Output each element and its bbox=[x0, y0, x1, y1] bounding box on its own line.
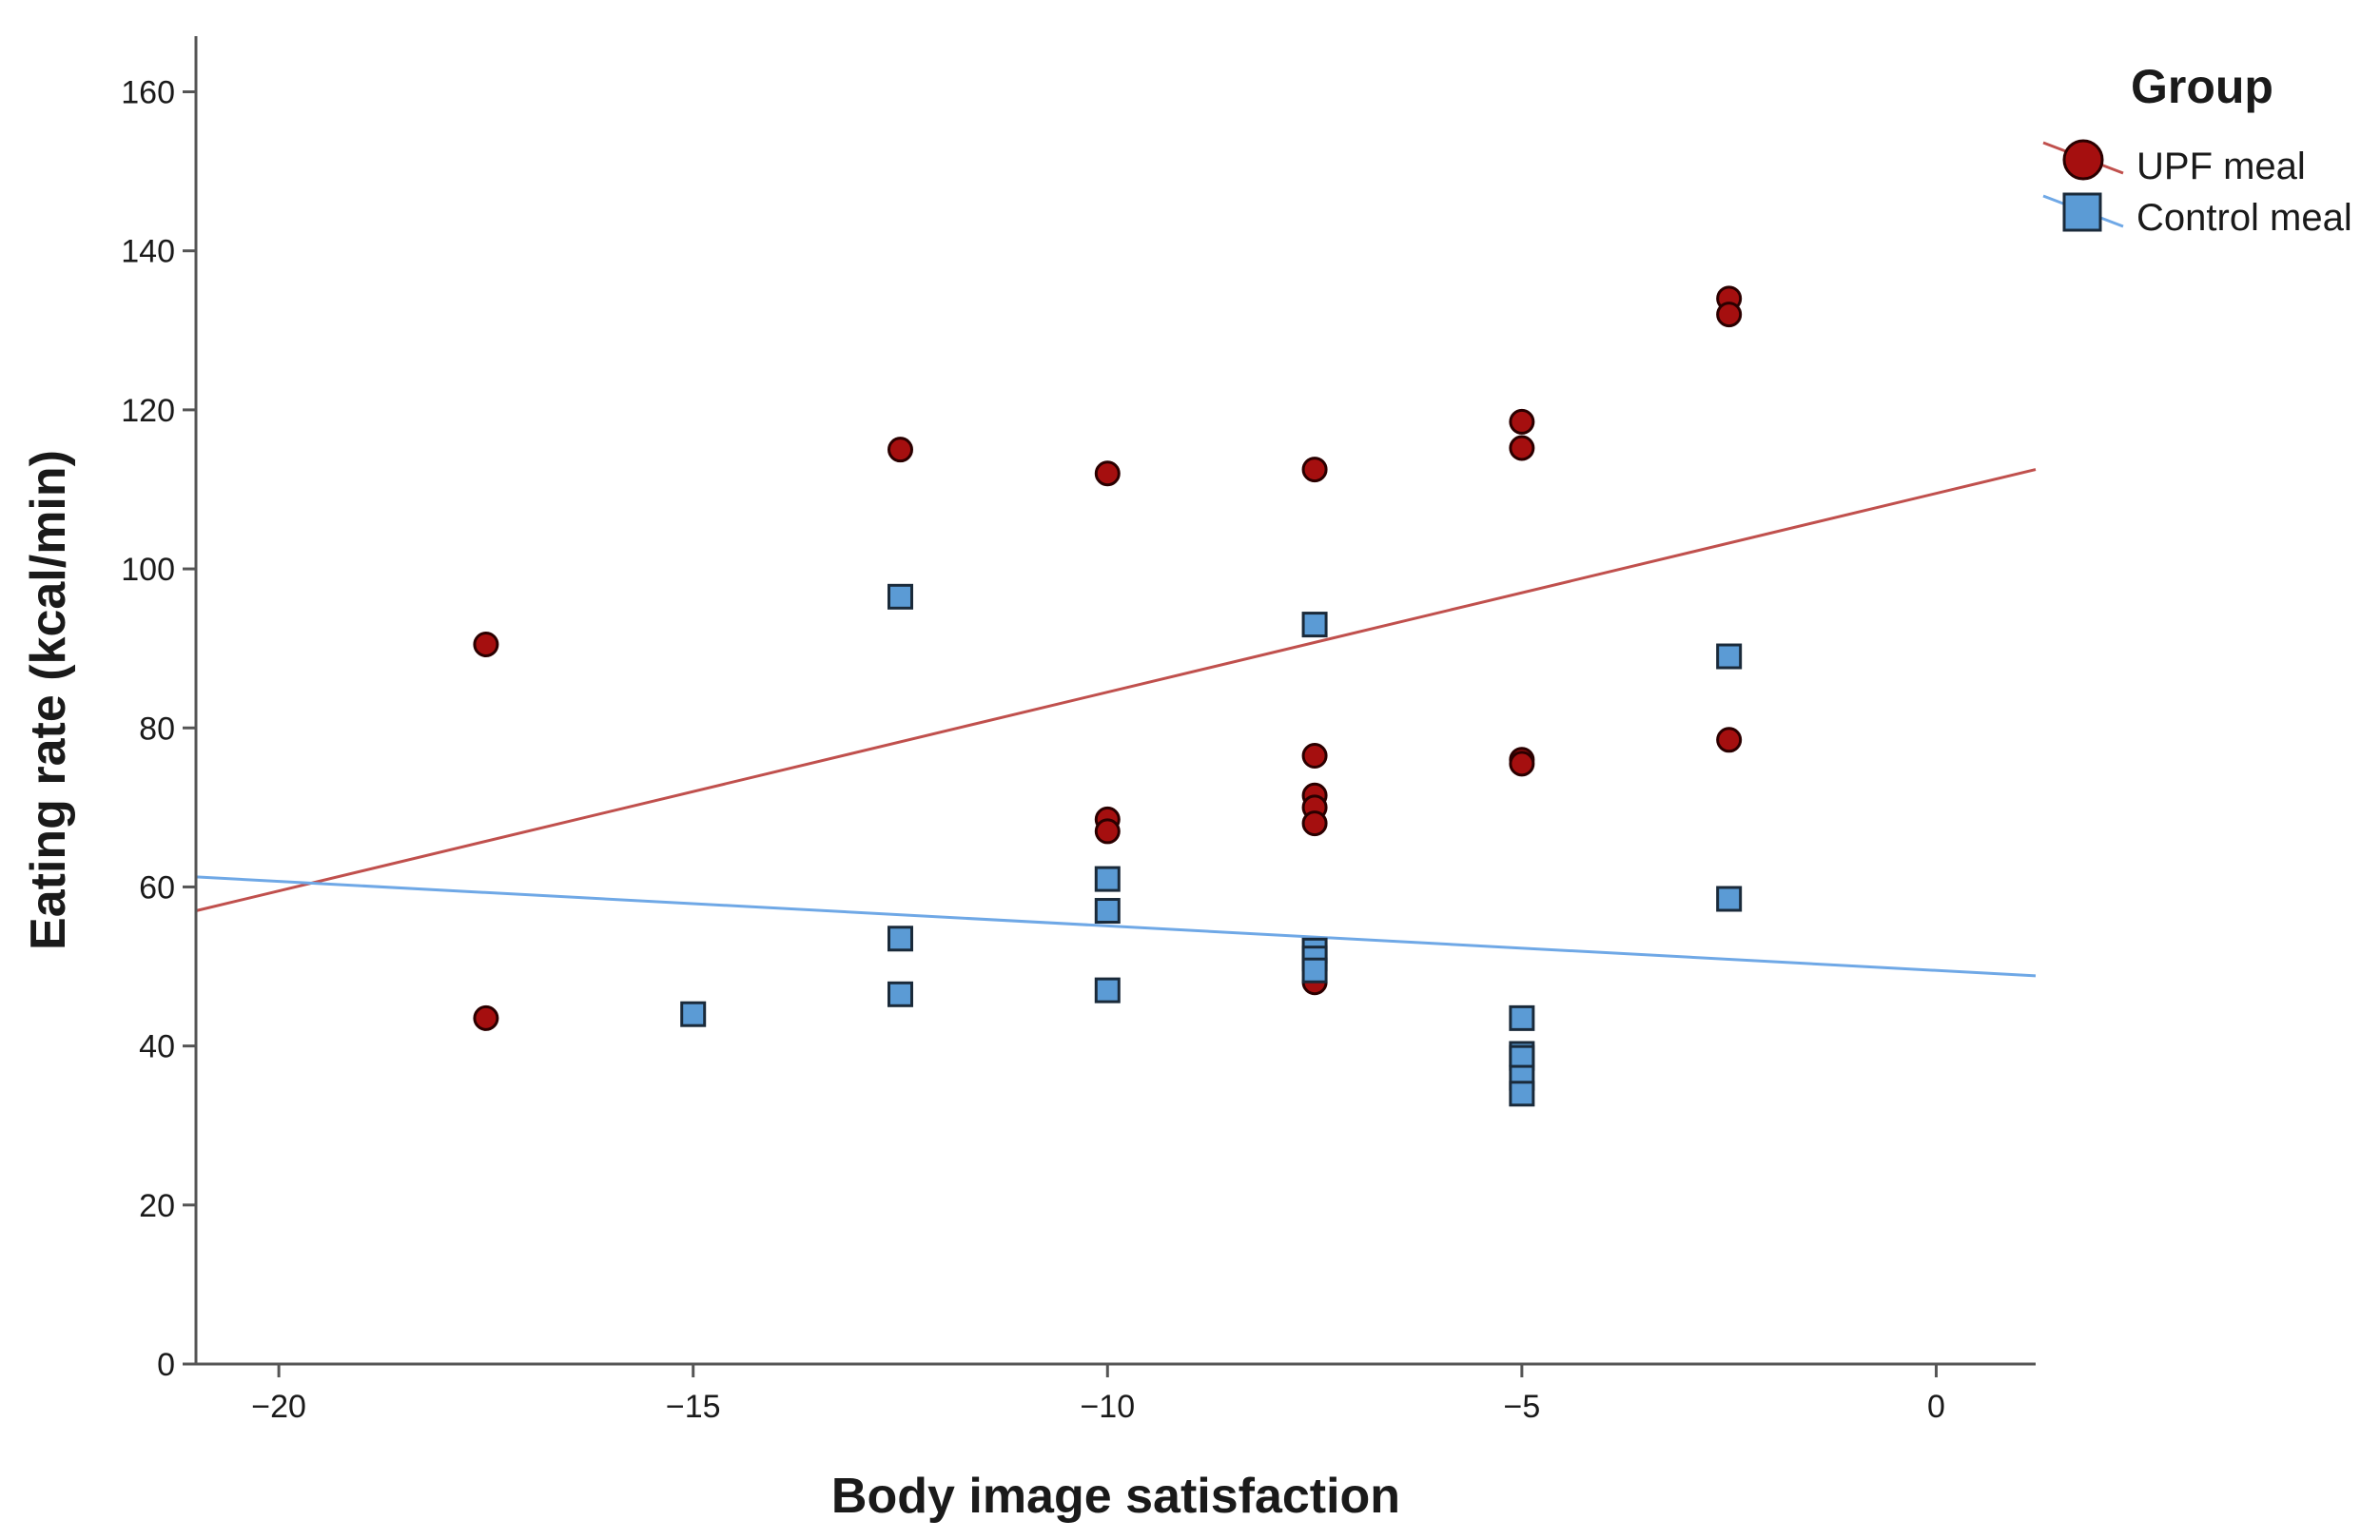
y-tick-label: 160 bbox=[121, 75, 175, 111]
x-tick-label: −5 bbox=[1503, 1389, 1540, 1425]
x-tick-label: 0 bbox=[1927, 1389, 1945, 1425]
legend-control-marker bbox=[2062, 192, 2102, 232]
y-tick-label: 20 bbox=[139, 1188, 175, 1224]
control-point bbox=[1509, 1081, 1535, 1107]
upf-point bbox=[1301, 810, 1328, 837]
y-axis-title: Eating rate (kcal/min) bbox=[21, 450, 76, 950]
y-tick-label: 120 bbox=[121, 393, 175, 429]
upf-point bbox=[1509, 435, 1535, 461]
x-tick-label: −20 bbox=[251, 1389, 306, 1425]
upf-point bbox=[1301, 457, 1328, 483]
control-point bbox=[1301, 957, 1328, 984]
upf-point bbox=[1301, 743, 1328, 770]
y-tick-label: 40 bbox=[139, 1029, 175, 1065]
upf-point bbox=[1509, 408, 1535, 435]
control-point bbox=[887, 981, 913, 1007]
x-tick-label: −15 bbox=[666, 1389, 721, 1425]
upf-point bbox=[1509, 751, 1535, 777]
data-points bbox=[473, 285, 1743, 1107]
x-axis-ticks: −20 −15 −10 −5 0 bbox=[251, 1364, 1945, 1425]
control-point bbox=[887, 926, 913, 952]
y-tick-label: 60 bbox=[139, 869, 175, 906]
control-point bbox=[887, 583, 913, 610]
y-tick-label: 80 bbox=[139, 711, 175, 747]
upf-point bbox=[473, 1004, 499, 1031]
legend-upf-marker bbox=[2062, 139, 2104, 181]
control-point bbox=[1094, 977, 1121, 1004]
upf-point bbox=[1094, 818, 1121, 845]
control-point bbox=[1509, 1004, 1535, 1031]
fit-lines bbox=[195, 468, 2037, 978]
legend-control-label: Control meal bbox=[2136, 197, 2352, 239]
upf-point bbox=[1716, 727, 1743, 753]
control-point bbox=[1094, 866, 1121, 892]
control-point bbox=[1301, 612, 1328, 638]
control-point bbox=[1716, 886, 1743, 912]
legend: Group UPF meal Control meal bbox=[2042, 60, 2352, 239]
control-point bbox=[1094, 898, 1121, 925]
legend-upf-label: UPF meal bbox=[2136, 146, 2306, 187]
y-axis-ticks: 0 20 40 60 80 100 120 140 160 bbox=[121, 75, 196, 1383]
y-tick-label: 140 bbox=[121, 234, 175, 270]
upf-point bbox=[887, 437, 913, 463]
x-axis-title: Body image satisfaction bbox=[831, 1469, 1400, 1524]
legend-title: Group bbox=[2131, 60, 2273, 113]
y-tick-label: 0 bbox=[157, 1347, 175, 1383]
x-tick-label: −10 bbox=[1080, 1389, 1135, 1425]
control-fit-line bbox=[195, 875, 2037, 978]
y-tick-label: 100 bbox=[121, 552, 175, 588]
control-point bbox=[1716, 643, 1743, 670]
upf-point bbox=[1094, 460, 1121, 487]
upf-fit-line bbox=[195, 468, 2037, 912]
control-point bbox=[680, 1001, 707, 1027]
upf-point bbox=[1716, 302, 1743, 328]
upf-point bbox=[473, 631, 499, 657]
